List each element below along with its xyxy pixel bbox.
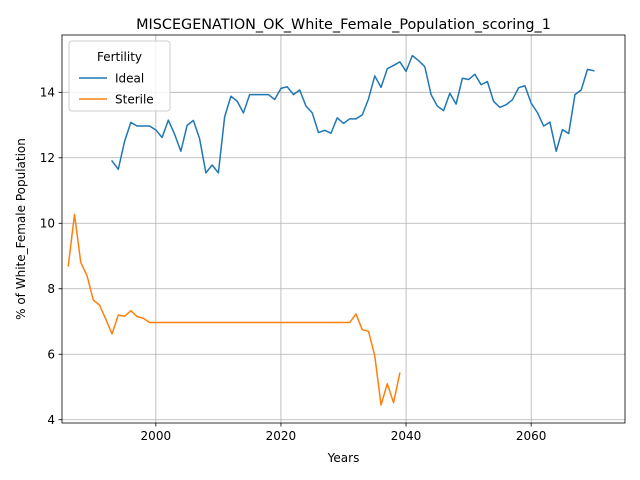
y-tick-label: 6 [47,348,55,362]
series-line-sterile [67,213,401,406]
y-tick-label: 4 [47,413,55,427]
x-tick-label: 2020 [266,429,297,443]
series-line-ideal [110,54,595,174]
chart-title: MISCEGENATION_OK_White_Female_Population… [136,17,551,33]
y-tick-label: 10 [40,217,55,231]
legend-title: Fertility [97,50,142,64]
x-tick-label: 2000 [141,429,172,443]
plot-frame [61,34,626,424]
grid [62,35,625,423]
x-tick-label: 2060 [516,429,547,443]
axis-ticks: 2000 2020 2040 2060 4 6 8 10 12 14 [40,86,547,443]
legend: Fertility Ideal Sterile [68,40,171,112]
y-tick-label: 8 [47,282,55,296]
y-axis-label: % of White_Female Population [14,138,28,320]
y-tick-label: 14 [40,86,55,100]
series-lines [67,54,595,406]
legend-label-ideal: Ideal [115,71,144,85]
x-axis-label: Years [327,451,360,465]
legend-box [68,40,171,112]
x-tick-label: 2040 [391,429,422,443]
legend-label-sterile: Sterile [115,92,154,106]
y-tick-label: 12 [40,151,55,165]
